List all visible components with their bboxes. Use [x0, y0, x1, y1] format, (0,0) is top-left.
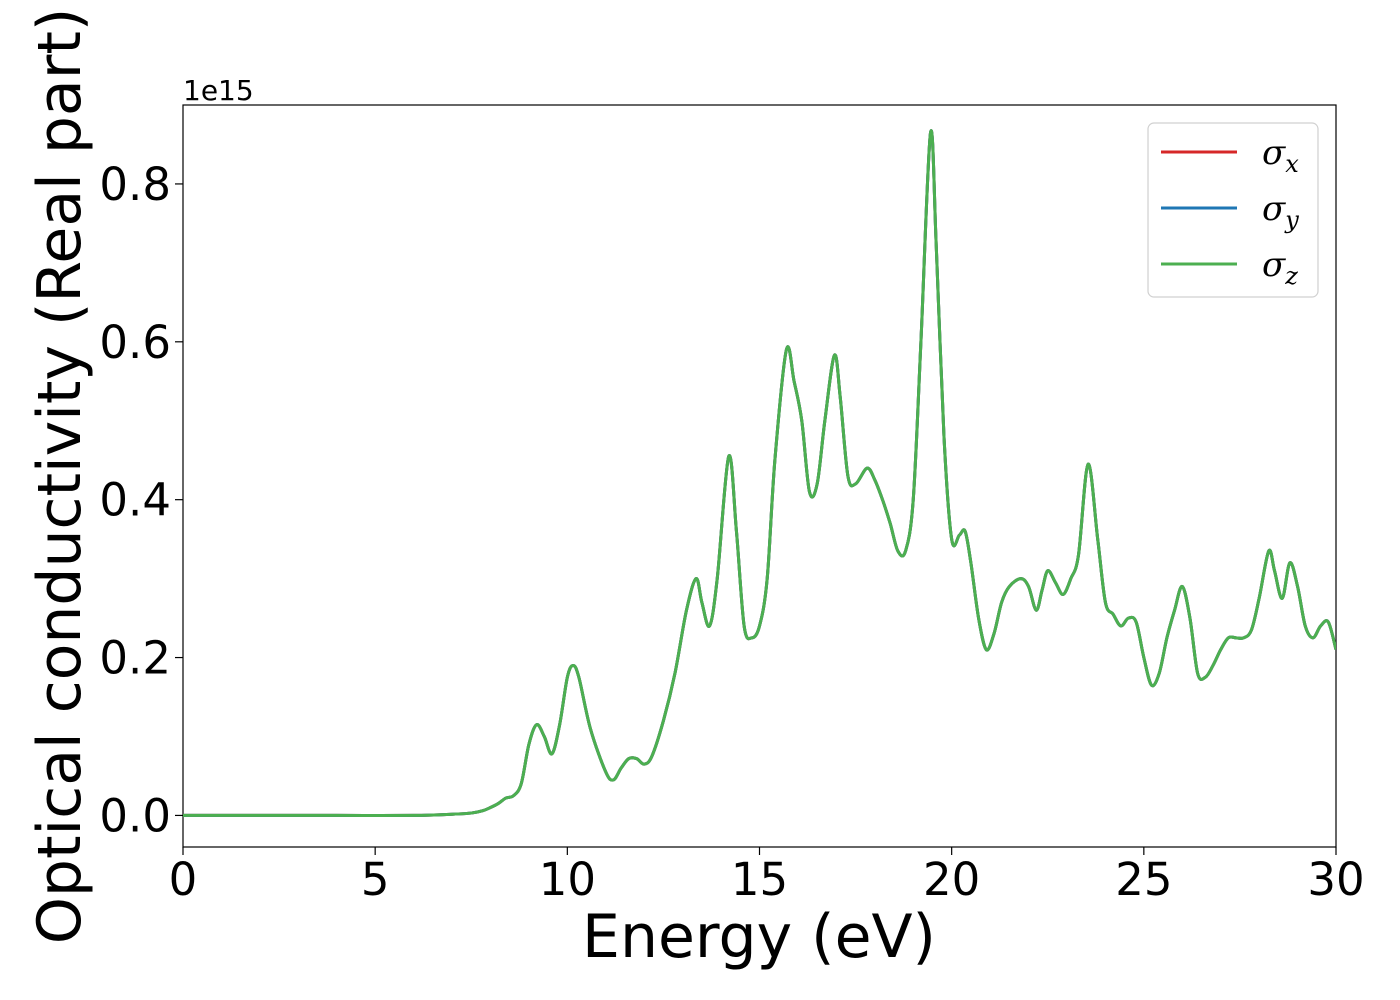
x-tick-label: 5	[361, 853, 390, 906]
y-tick-label: 0.8	[99, 158, 171, 211]
x-tick-label: 25	[1115, 853, 1172, 906]
plot-area	[182, 104, 1337, 848]
y-axis-title: Optical conductivity (Real part)	[25, 8, 95, 945]
x-tick-label: 20	[923, 853, 980, 906]
x-axis-ticks: 0 5 10 15 20 25 30	[169, 847, 1365, 906]
y-tick-label: 0.6	[99, 316, 171, 369]
y-tick-label: 0.0	[99, 789, 171, 842]
legend: σx σy σz	[1147, 122, 1319, 298]
legend-label-y: σy	[1262, 189, 1299, 234]
y-offset-text: 1e15	[183, 74, 254, 107]
y-axis-ticks: 0.0 0.2 0.4 0.6 0.8	[99, 158, 183, 842]
legend-label-z: σz	[1262, 245, 1298, 290]
x-axis-title: Energy (eV)	[582, 902, 936, 972]
x-tick-label: 0	[169, 853, 198, 906]
series-line-z	[183, 129, 1336, 818]
legend-label-x: σx	[1262, 133, 1299, 178]
x-tick-label: 15	[731, 853, 788, 906]
x-tick-label: 10	[539, 853, 596, 906]
series-lines	[183, 129, 1336, 818]
y-tick-label: 0.2	[99, 632, 171, 685]
x-tick-label: 30	[1307, 853, 1364, 906]
y-tick-label: 0.4	[99, 474, 171, 527]
legend-frame	[1147, 122, 1319, 298]
